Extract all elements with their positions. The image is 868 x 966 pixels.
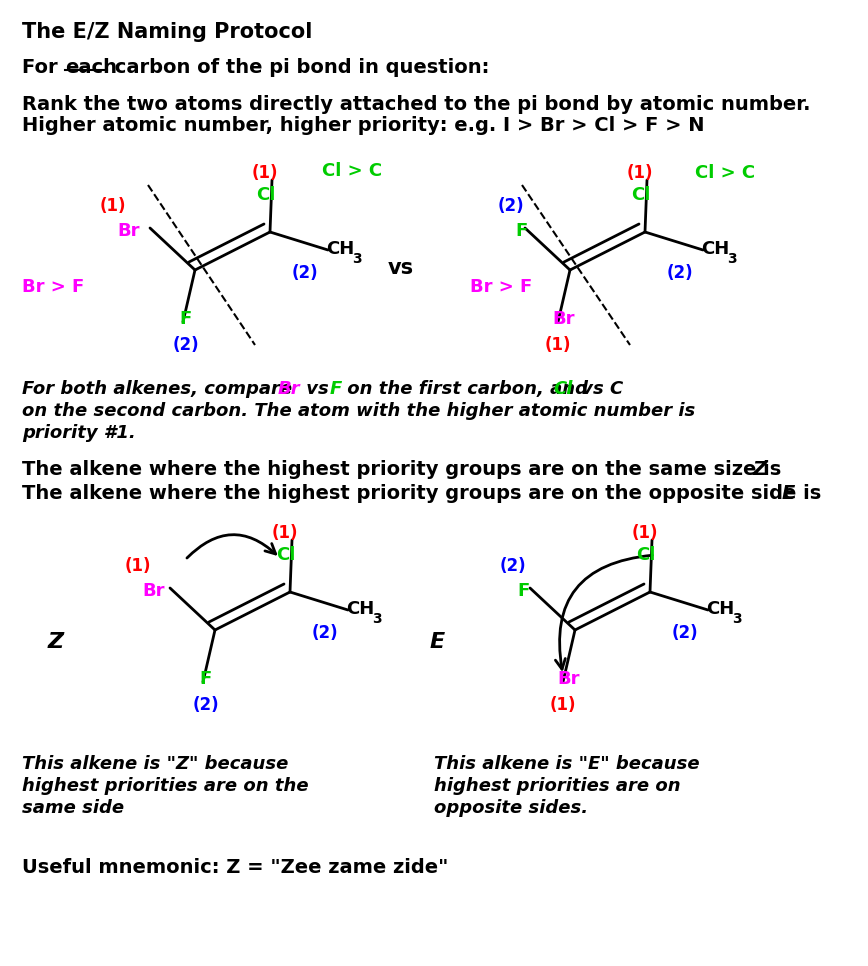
Text: carbon of the pi bond in question:: carbon of the pi bond in question: [108,58,490,77]
Text: F: F [179,310,191,328]
Text: (2): (2) [173,336,200,354]
FancyArrowPatch shape [187,534,276,558]
Text: (2): (2) [667,264,694,282]
Text: CH: CH [326,240,354,258]
Text: priority #1.: priority #1. [22,424,135,442]
Text: Cl: Cl [276,546,295,564]
Text: on the second carbon. The atom with the higher atomic number is: on the second carbon. The atom with the … [22,402,695,420]
Text: same side: same side [22,799,124,817]
Text: Cl > C: Cl > C [695,164,755,182]
Text: CH: CH [706,600,734,618]
Text: Cl > C: Cl > C [322,162,382,180]
Text: The E/Z Naming Protocol: The E/Z Naming Protocol [22,22,312,42]
Text: vs: vs [388,258,414,278]
Text: CH: CH [701,240,729,258]
Text: Higher atomic number, higher priority: e.g. I > Br > Cl > F > N: Higher atomic number, higher priority: e… [22,116,705,135]
Text: Rank the two atoms directly attached to the pi bond by atomic number.: Rank the two atoms directly attached to … [22,95,811,114]
Text: For: For [22,58,64,77]
Text: Z: Z [48,632,64,652]
Text: F: F [517,582,529,600]
Text: Br > F: Br > F [22,278,84,296]
Text: E: E [782,484,795,503]
Text: The alkene where the highest priority groups are on the same size is: The alkene where the highest priority gr… [22,460,788,479]
Text: each: each [65,58,117,77]
Text: Br: Br [278,380,300,398]
Text: (2): (2) [500,557,527,575]
Text: opposite sides.: opposite sides. [434,799,589,817]
Text: Cl: Cl [553,380,572,398]
Text: 3: 3 [372,612,382,626]
Text: E: E [430,632,445,652]
Text: 3: 3 [352,252,362,266]
Text: 3: 3 [732,612,741,626]
Text: F: F [330,380,342,398]
Text: Br: Br [142,582,165,600]
Text: highest priorities are on: highest priorities are on [434,777,681,795]
Text: (2): (2) [498,197,524,215]
Text: (1): (1) [125,557,152,575]
Text: CH: CH [346,600,374,618]
Text: Useful mnemonic: Z = "Zee zame zide": Useful mnemonic: Z = "Zee zame zide" [22,858,449,877]
Text: (1): (1) [252,164,279,182]
Text: (2): (2) [292,264,319,282]
Text: F: F [515,222,527,240]
FancyArrowPatch shape [556,555,652,669]
Text: Cl: Cl [636,546,655,564]
Text: Z: Z [752,460,766,479]
Text: (1): (1) [550,696,576,714]
Text: (1): (1) [545,336,571,354]
Text: (1): (1) [100,197,127,215]
Text: Cl: Cl [256,186,275,204]
Text: The alkene where the highest priority groups are on the opposite side is: The alkene where the highest priority gr… [22,484,828,503]
Text: (1): (1) [632,524,659,542]
Text: 3: 3 [727,252,737,266]
Text: (1): (1) [272,524,299,542]
Text: vs: vs [300,380,335,398]
Text: (2): (2) [193,696,220,714]
Text: highest priorities are on the: highest priorities are on the [22,777,309,795]
Text: Br > F: Br > F [470,278,532,296]
Text: Br: Br [117,222,140,240]
Text: This alkene is "E" because: This alkene is "E" because [434,755,700,773]
Text: Br: Br [557,670,580,688]
Text: This alkene is "Z" because: This alkene is "Z" because [22,755,288,773]
Text: (1): (1) [627,164,654,182]
Text: on the first carbon, and: on the first carbon, and [341,380,595,398]
Text: vs C: vs C [575,380,623,398]
Text: F: F [199,670,211,688]
Text: For both alkenes, compare: For both alkenes, compare [22,380,299,398]
Text: Cl: Cl [631,186,650,204]
Text: (2): (2) [672,624,699,642]
Text: Br: Br [552,310,575,328]
Text: (2): (2) [312,624,339,642]
